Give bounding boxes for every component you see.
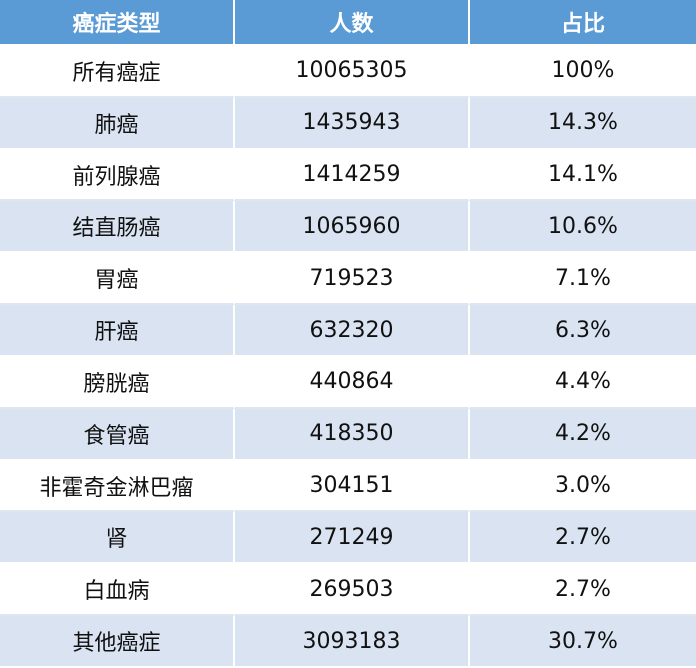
header-cell: 人数 [235, 0, 470, 46]
table-cell: 632320 [235, 305, 470, 357]
table-cell: 肝癌 [0, 305, 235, 357]
table-cell: 7.1% [470, 253, 696, 306]
table-cell: 271249 [235, 512, 470, 565]
table-cell: 100% [470, 46, 696, 98]
table-cell: 膀胱癌 [0, 356, 235, 409]
table-cell: 14.3% [470, 97, 696, 150]
header-cell: 癌症类型 [0, 0, 235, 46]
table-cell: 3.0% [470, 460, 696, 513]
table-cell: 肺癌 [0, 97, 235, 150]
table-cell: 其他癌症 [0, 616, 235, 668]
table-cell: 前列腺癌 [0, 149, 235, 202]
table-cell: 3093183 [235, 616, 470, 668]
table-cell: 4.4% [470, 356, 696, 409]
table-cell: 1414259 [235, 149, 470, 202]
table-cell: 4.2% [470, 408, 696, 461]
header-cell: 占比 [470, 0, 696, 46]
table-cell: 1435943 [235, 97, 470, 150]
table-cell: 胃癌 [0, 253, 235, 306]
table-cell: 269503 [235, 564, 470, 617]
table-cell: 食管癌 [0, 408, 235, 461]
table-cell: 30.7% [470, 616, 696, 668]
table-cell: 14.1% [470, 149, 696, 202]
table-cell: 10.6% [470, 201, 696, 254]
table-cell: 结直肠癌 [0, 201, 235, 254]
table-cell: 肾 [0, 512, 235, 565]
table-cell: 440864 [235, 356, 470, 409]
table-cell: 所有癌症 [0, 46, 235, 98]
table-cell: 10065305 [235, 46, 470, 98]
table-cell: 719523 [235, 253, 470, 306]
table-cell: 2.7% [470, 564, 696, 617]
table-cell: 非霍奇金淋巴瘤 [0, 460, 235, 513]
table-cell: 白血病 [0, 564, 235, 617]
table-cell: 6.3% [470, 305, 696, 357]
table-cell: 418350 [235, 408, 470, 461]
table-cell: 304151 [235, 460, 470, 513]
table-cell: 2.7% [470, 512, 696, 565]
table-cell: 1065960 [235, 201, 470, 254]
